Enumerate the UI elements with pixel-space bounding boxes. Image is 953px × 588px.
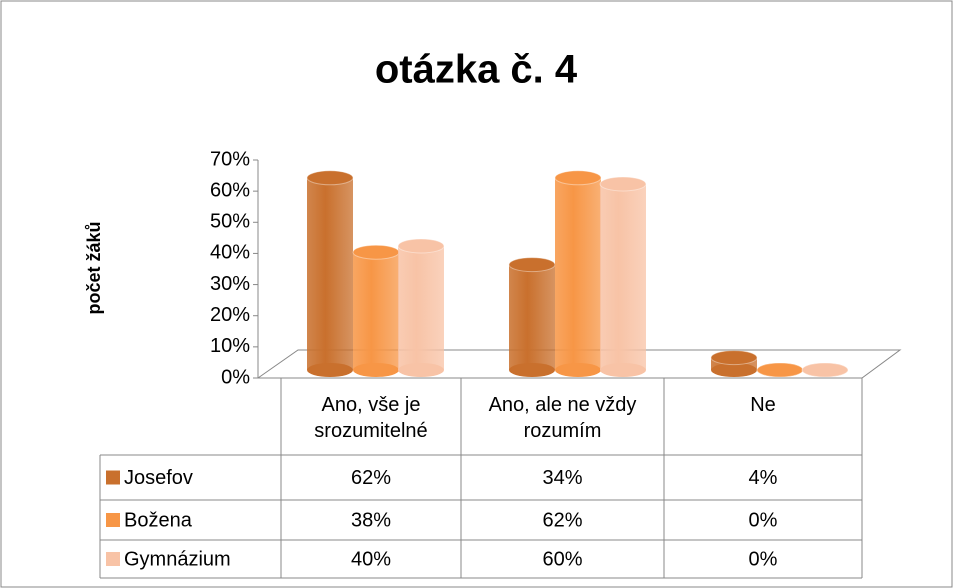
x-tick-label: Ano, ale ne vždy rozumím bbox=[488, 394, 637, 442]
cylinder-base bbox=[555, 363, 601, 377]
cylinder bbox=[554, 170, 602, 377]
cylinder-base bbox=[307, 363, 353, 377]
cylinder-top bbox=[554, 170, 602, 186]
cylinder-base bbox=[711, 363, 757, 377]
data-label: 4% bbox=[749, 467, 778, 489]
y-tick-label: 40% bbox=[210, 242, 250, 264]
x-tick-label: Ano, vše je srozumitelné bbox=[314, 394, 428, 442]
chart-title: otázka č. 4 bbox=[375, 48, 578, 92]
y-tick-label: 0% bbox=[221, 366, 250, 388]
cylinder bbox=[397, 238, 445, 377]
category-cell: Ano, ale ne vždy rozumím bbox=[488, 394, 637, 442]
cylinder-body bbox=[600, 184, 646, 370]
data-label: 40% bbox=[351, 548, 391, 570]
cylinder bbox=[710, 350, 758, 377]
legend-key bbox=[106, 513, 120, 527]
y-tick-label: 70% bbox=[210, 148, 250, 170]
data-label: 34% bbox=[542, 467, 582, 489]
cylinder-top bbox=[801, 362, 849, 378]
legend-key bbox=[106, 470, 120, 485]
data-label: 60% bbox=[542, 548, 582, 570]
y-tick-label: 10% bbox=[210, 335, 250, 357]
cylinder-body bbox=[307, 177, 353, 370]
cylinder-base bbox=[509, 363, 555, 377]
legend-label: Josefov bbox=[124, 467, 193, 489]
cylinder-body bbox=[555, 177, 601, 370]
y-tick-label: 60% bbox=[210, 179, 250, 201]
y-tick-label: 50% bbox=[210, 211, 250, 233]
cylinder-base bbox=[353, 363, 399, 377]
y-tick-label: 20% bbox=[210, 304, 250, 326]
cylinder-top bbox=[352, 244, 400, 260]
cylinder bbox=[801, 362, 849, 378]
x-tick-label: Ne bbox=[750, 394, 776, 416]
cylinder bbox=[599, 176, 647, 377]
legend-label: Gymnázium bbox=[124, 548, 231, 570]
data-label: 62% bbox=[351, 467, 391, 489]
cylinder bbox=[352, 244, 400, 377]
data-label: 38% bbox=[351, 509, 391, 531]
cylinder-body bbox=[398, 246, 444, 370]
data-label: 0% bbox=[749, 548, 778, 570]
category-cell: Ano, vše je srozumitelné bbox=[314, 394, 428, 442]
cylinder-body bbox=[353, 252, 399, 370]
cylinder bbox=[306, 170, 354, 377]
cylinder-body bbox=[509, 264, 555, 370]
data-label: 62% bbox=[542, 509, 582, 531]
floor bbox=[256, 349, 902, 379]
legend-label: Božena bbox=[124, 509, 193, 531]
y-axis-label: počet žáků bbox=[84, 221, 104, 314]
cylinder bbox=[756, 362, 804, 378]
cylinder-base bbox=[398, 363, 444, 377]
cylinder-top bbox=[397, 238, 445, 254]
cylinder-top bbox=[756, 362, 804, 378]
cylinder-top bbox=[599, 176, 647, 192]
y-tick-label: 30% bbox=[210, 273, 250, 295]
cylinder bbox=[508, 257, 556, 377]
category-cell: Ne bbox=[750, 394, 776, 416]
cylinder-top bbox=[306, 170, 354, 186]
cylinder-top bbox=[710, 350, 758, 366]
cylinder-base bbox=[600, 363, 646, 377]
data-label: 0% bbox=[749, 509, 778, 531]
cylinder-top bbox=[508, 257, 556, 273]
legend-key bbox=[106, 552, 120, 566]
